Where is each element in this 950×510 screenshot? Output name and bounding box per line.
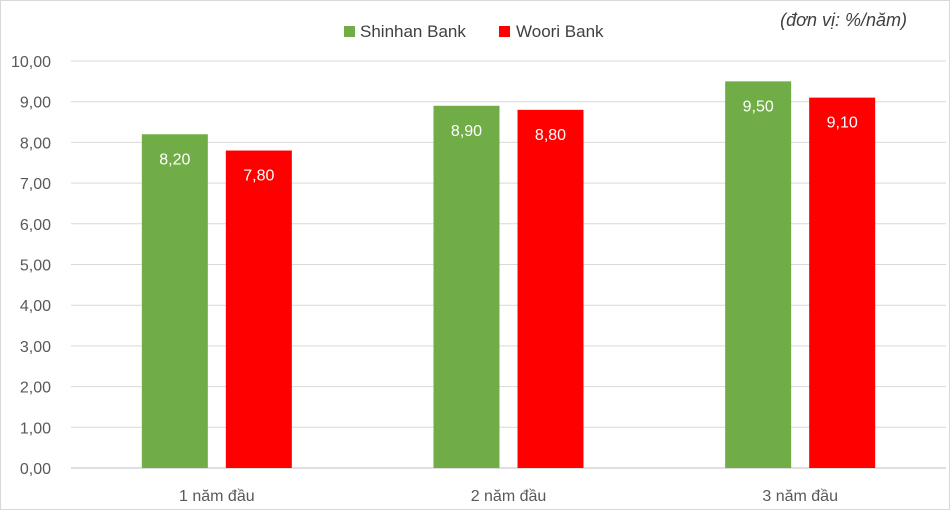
bar-woori-bank bbox=[517, 109, 584, 468]
data-label: 7,80 bbox=[243, 168, 274, 185]
y-tick-label: 8,00 bbox=[20, 135, 51, 152]
data-labels: 8,20 7,80 8,90 8,80 9,50 9,10 bbox=[159, 98, 858, 184]
y-axis-ticks: 0,00 1,00 2,00 3,00 4,00 5,00 6,00 7,00 8,00 9,00… bbox=[11, 54, 51, 478]
y-tick-label: 7,00 bbox=[20, 176, 51, 193]
bar-woori-bank bbox=[225, 150, 292, 469]
y-tick-label: 6,00 bbox=[20, 217, 51, 234]
y-tick-label: 0,00 bbox=[20, 461, 51, 478]
data-label: 8,90 bbox=[451, 123, 482, 140]
legend-label: Woori Bank bbox=[516, 22, 604, 41]
data-label: 8,20 bbox=[159, 151, 190, 168]
x-category-label: 3 năm đầu bbox=[762, 488, 838, 505]
legend-swatch bbox=[344, 26, 355, 37]
data-label: 9,50 bbox=[743, 98, 774, 115]
bar-shinhan-bank bbox=[725, 81, 792, 468]
bar-woori-bank bbox=[809, 97, 876, 468]
data-label: 8,80 bbox=[535, 127, 566, 144]
bar-shinhan-bank bbox=[433, 105, 500, 469]
unit-note: (đơn vị: %/năm) bbox=[780, 10, 907, 30]
x-category-label: 1 năm đầu bbox=[179, 488, 255, 505]
y-tick-label: 10,00 bbox=[11, 54, 51, 71]
y-tick-label: 9,00 bbox=[20, 95, 51, 112]
y-tick-label: 4,00 bbox=[20, 298, 51, 315]
bar-shinhan-bank bbox=[141, 134, 208, 468]
x-category-label: 2 năm đầu bbox=[471, 488, 547, 505]
y-tick-label: 2,00 bbox=[20, 380, 51, 397]
x-axis-categories: 1 năm đầu 2 năm đầu 3 năm đầu bbox=[179, 488, 838, 505]
legend-label: Shinhan Bank bbox=[360, 22, 466, 41]
legend: Shinhan Bank Woori Bank bbox=[344, 22, 604, 41]
bars bbox=[141, 81, 876, 469]
gridlines bbox=[71, 60, 946, 469]
y-tick-label: 5,00 bbox=[20, 258, 51, 275]
y-tick-label: 3,00 bbox=[20, 339, 51, 356]
y-tick-label: 1,00 bbox=[20, 420, 51, 437]
legend-swatch bbox=[499, 26, 510, 37]
data-label: 9,10 bbox=[827, 115, 858, 132]
